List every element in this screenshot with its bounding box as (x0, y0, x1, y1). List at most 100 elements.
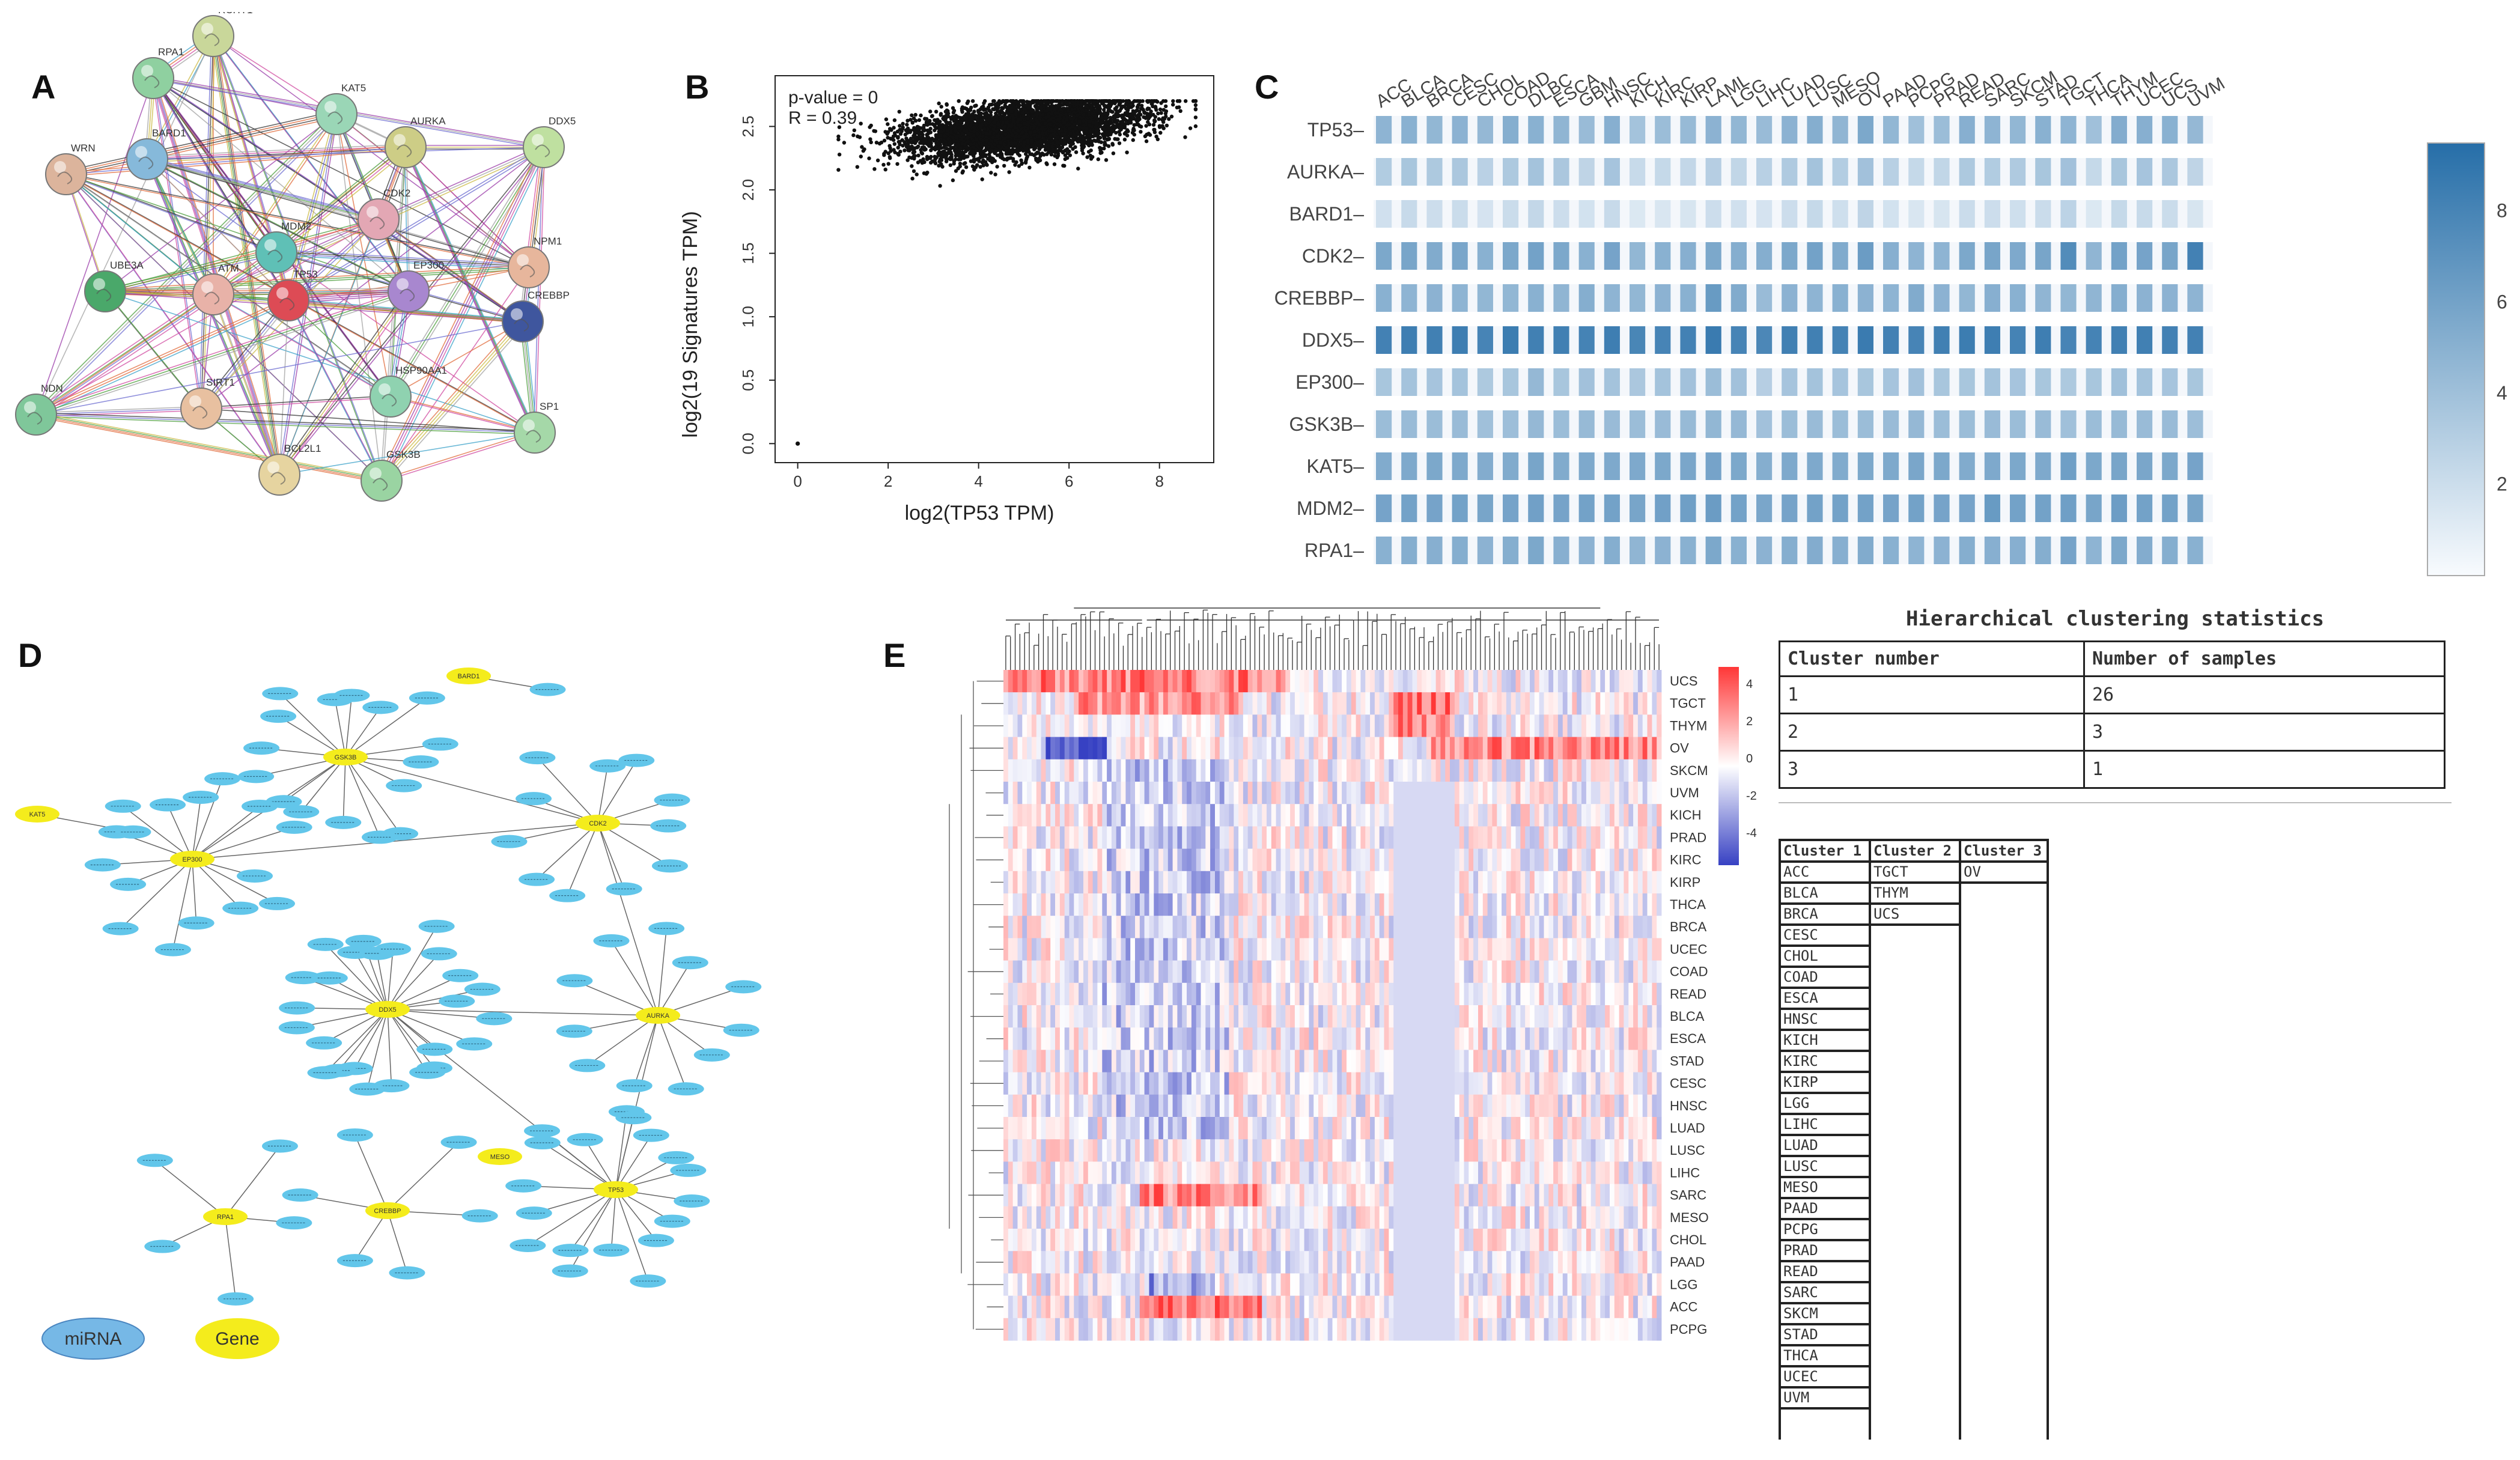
heat-cell (2010, 537, 2026, 564)
interaction-edge (144, 156, 376, 217)
network-edge (192, 806, 260, 860)
interaction-edge (67, 174, 278, 254)
colorbar-tick: -2 (1746, 789, 1757, 803)
network-edge (345, 698, 428, 758)
interaction-edge (212, 35, 279, 474)
interaction-edge (146, 157, 408, 291)
heat-cell (1756, 200, 1773, 228)
heat-cell (1832, 452, 1848, 480)
network-edge (597, 760, 637, 824)
network-edge (192, 859, 197, 923)
heat-cell (1756, 537, 1773, 564)
heat-cell (1604, 410, 1620, 438)
row-label: CDK2– (1302, 245, 1364, 267)
heat-cell (2086, 537, 2102, 564)
network-edge (615, 1112, 627, 1190)
heat-cell (2111, 158, 2127, 186)
heat-cell (2086, 242, 2102, 270)
interaction-edge (200, 395, 390, 409)
expression-heatmap: TP53– AURKA– BARD1– CDK2– CREBBP– DDX5– EP300–… (1274, 67, 2507, 576)
heat-cell (1934, 410, 1950, 438)
network-edge (597, 823, 625, 889)
heat-cell (1578, 242, 1595, 270)
panel-label-c: C (1255, 68, 1279, 106)
x-tick-label: 6 (1065, 472, 1073, 490)
interaction-edge (388, 145, 543, 395)
mirna-gene-network: GSK3B EP300 CDK2 DDX5 AURKA TP53 RPA1 CREBBP BAR… (15, 668, 762, 1360)
heat-cell (1959, 284, 1975, 312)
heat-cell (2010, 200, 2026, 228)
interaction-edge (33, 411, 379, 479)
protein-node-label: WRN (71, 142, 96, 154)
network-edge (192, 859, 278, 904)
protein-node-label: RCHY1 (218, 12, 253, 16)
cluster-member: BRCA (1781, 905, 1869, 926)
heat-cell (2162, 284, 2178, 312)
heat-cell (1604, 284, 1620, 312)
heat-cell (1756, 326, 1773, 354)
stats-cell: 3 (1779, 750, 2085, 789)
protein-node-bard1: BARD1 (126, 127, 186, 180)
cluster-column: Cluster 3 OV (1959, 839, 2049, 1440)
heat-cell (1376, 116, 1392, 144)
gene-node-aurka: AURKA (636, 1007, 680, 1024)
interaction-edge (67, 114, 338, 176)
row-label: AURKA– (1287, 161, 1364, 183)
x-tick-label: 4 (974, 472, 982, 490)
heat-cell (1477, 242, 1493, 270)
heat-cell (1604, 537, 1620, 564)
network-edge (542, 1142, 616, 1190)
protein-node-label: DDX5 (549, 115, 576, 127)
row-label: MDM2– (1297, 497, 1364, 519)
heat-cell (1730, 158, 1747, 186)
row-label: THYM (1670, 718, 1707, 733)
protein-node-label: KAT5 (341, 82, 366, 94)
heat-cell (1832, 537, 1848, 564)
heat-cell (1680, 158, 1696, 186)
heat-cell (2111, 452, 2127, 480)
network-edge (387, 1009, 659, 1016)
heat-cell (2162, 537, 2178, 564)
heat-cell (1782, 537, 1798, 564)
heat-cell (1477, 368, 1493, 396)
heat-cell (1883, 242, 1899, 270)
cluster-member: ESCA (1781, 989, 1869, 1010)
heat-cell (2060, 116, 2077, 144)
interaction-edge (382, 433, 536, 482)
heat-cell (2060, 494, 2077, 522)
cluster-column: Cluster 1 ACC BLCA BRCA CESC CHOL COAD ESCA HNSC… (1779, 839, 1869, 1440)
heat-cell (1503, 494, 1519, 522)
interaction-edge (336, 114, 382, 481)
heat-cell (1705, 494, 1721, 522)
heat-cell (2187, 200, 2203, 228)
protein-node-bcl2l1: BCL2L1 (258, 443, 321, 496)
stats-cell: 3 (2083, 713, 2445, 752)
protein-node-sp1: SP1 (514, 401, 559, 454)
protein-node-ube3a: UBE3A (84, 260, 144, 312)
heat-cell (2137, 494, 2153, 522)
heat-cell (1705, 116, 1721, 144)
heat-cell (1807, 452, 1823, 480)
interaction-edge (289, 147, 545, 302)
network-edge (597, 823, 671, 866)
network-edge (225, 1216, 236, 1299)
row-label: ACC (1670, 1300, 1698, 1315)
interaction-edge (382, 148, 407, 482)
heat-cell (1756, 410, 1773, 438)
heat-cell (1426, 368, 1443, 396)
protein-node-label: HSP90AA1 (395, 365, 447, 376)
heat-cell (1376, 537, 1392, 564)
heat-cell (1959, 537, 1975, 564)
gene-node-label: BARD1 (458, 673, 480, 680)
cluster-member: LUSC (1781, 1157, 1869, 1178)
heat-cell (1959, 158, 1975, 186)
heat-cell (1705, 537, 1721, 564)
heat-cell (1680, 410, 1696, 438)
heat-cell (1452, 537, 1468, 564)
heat-cell (2060, 452, 2077, 480)
cluster-member: ACC (1781, 863, 1869, 884)
gene-node-label: GSK3B (335, 754, 357, 761)
heat-cell (1782, 242, 1798, 270)
heat-cell (1655, 494, 1671, 522)
colorbar-tick: 4 (1746, 678, 1753, 691)
